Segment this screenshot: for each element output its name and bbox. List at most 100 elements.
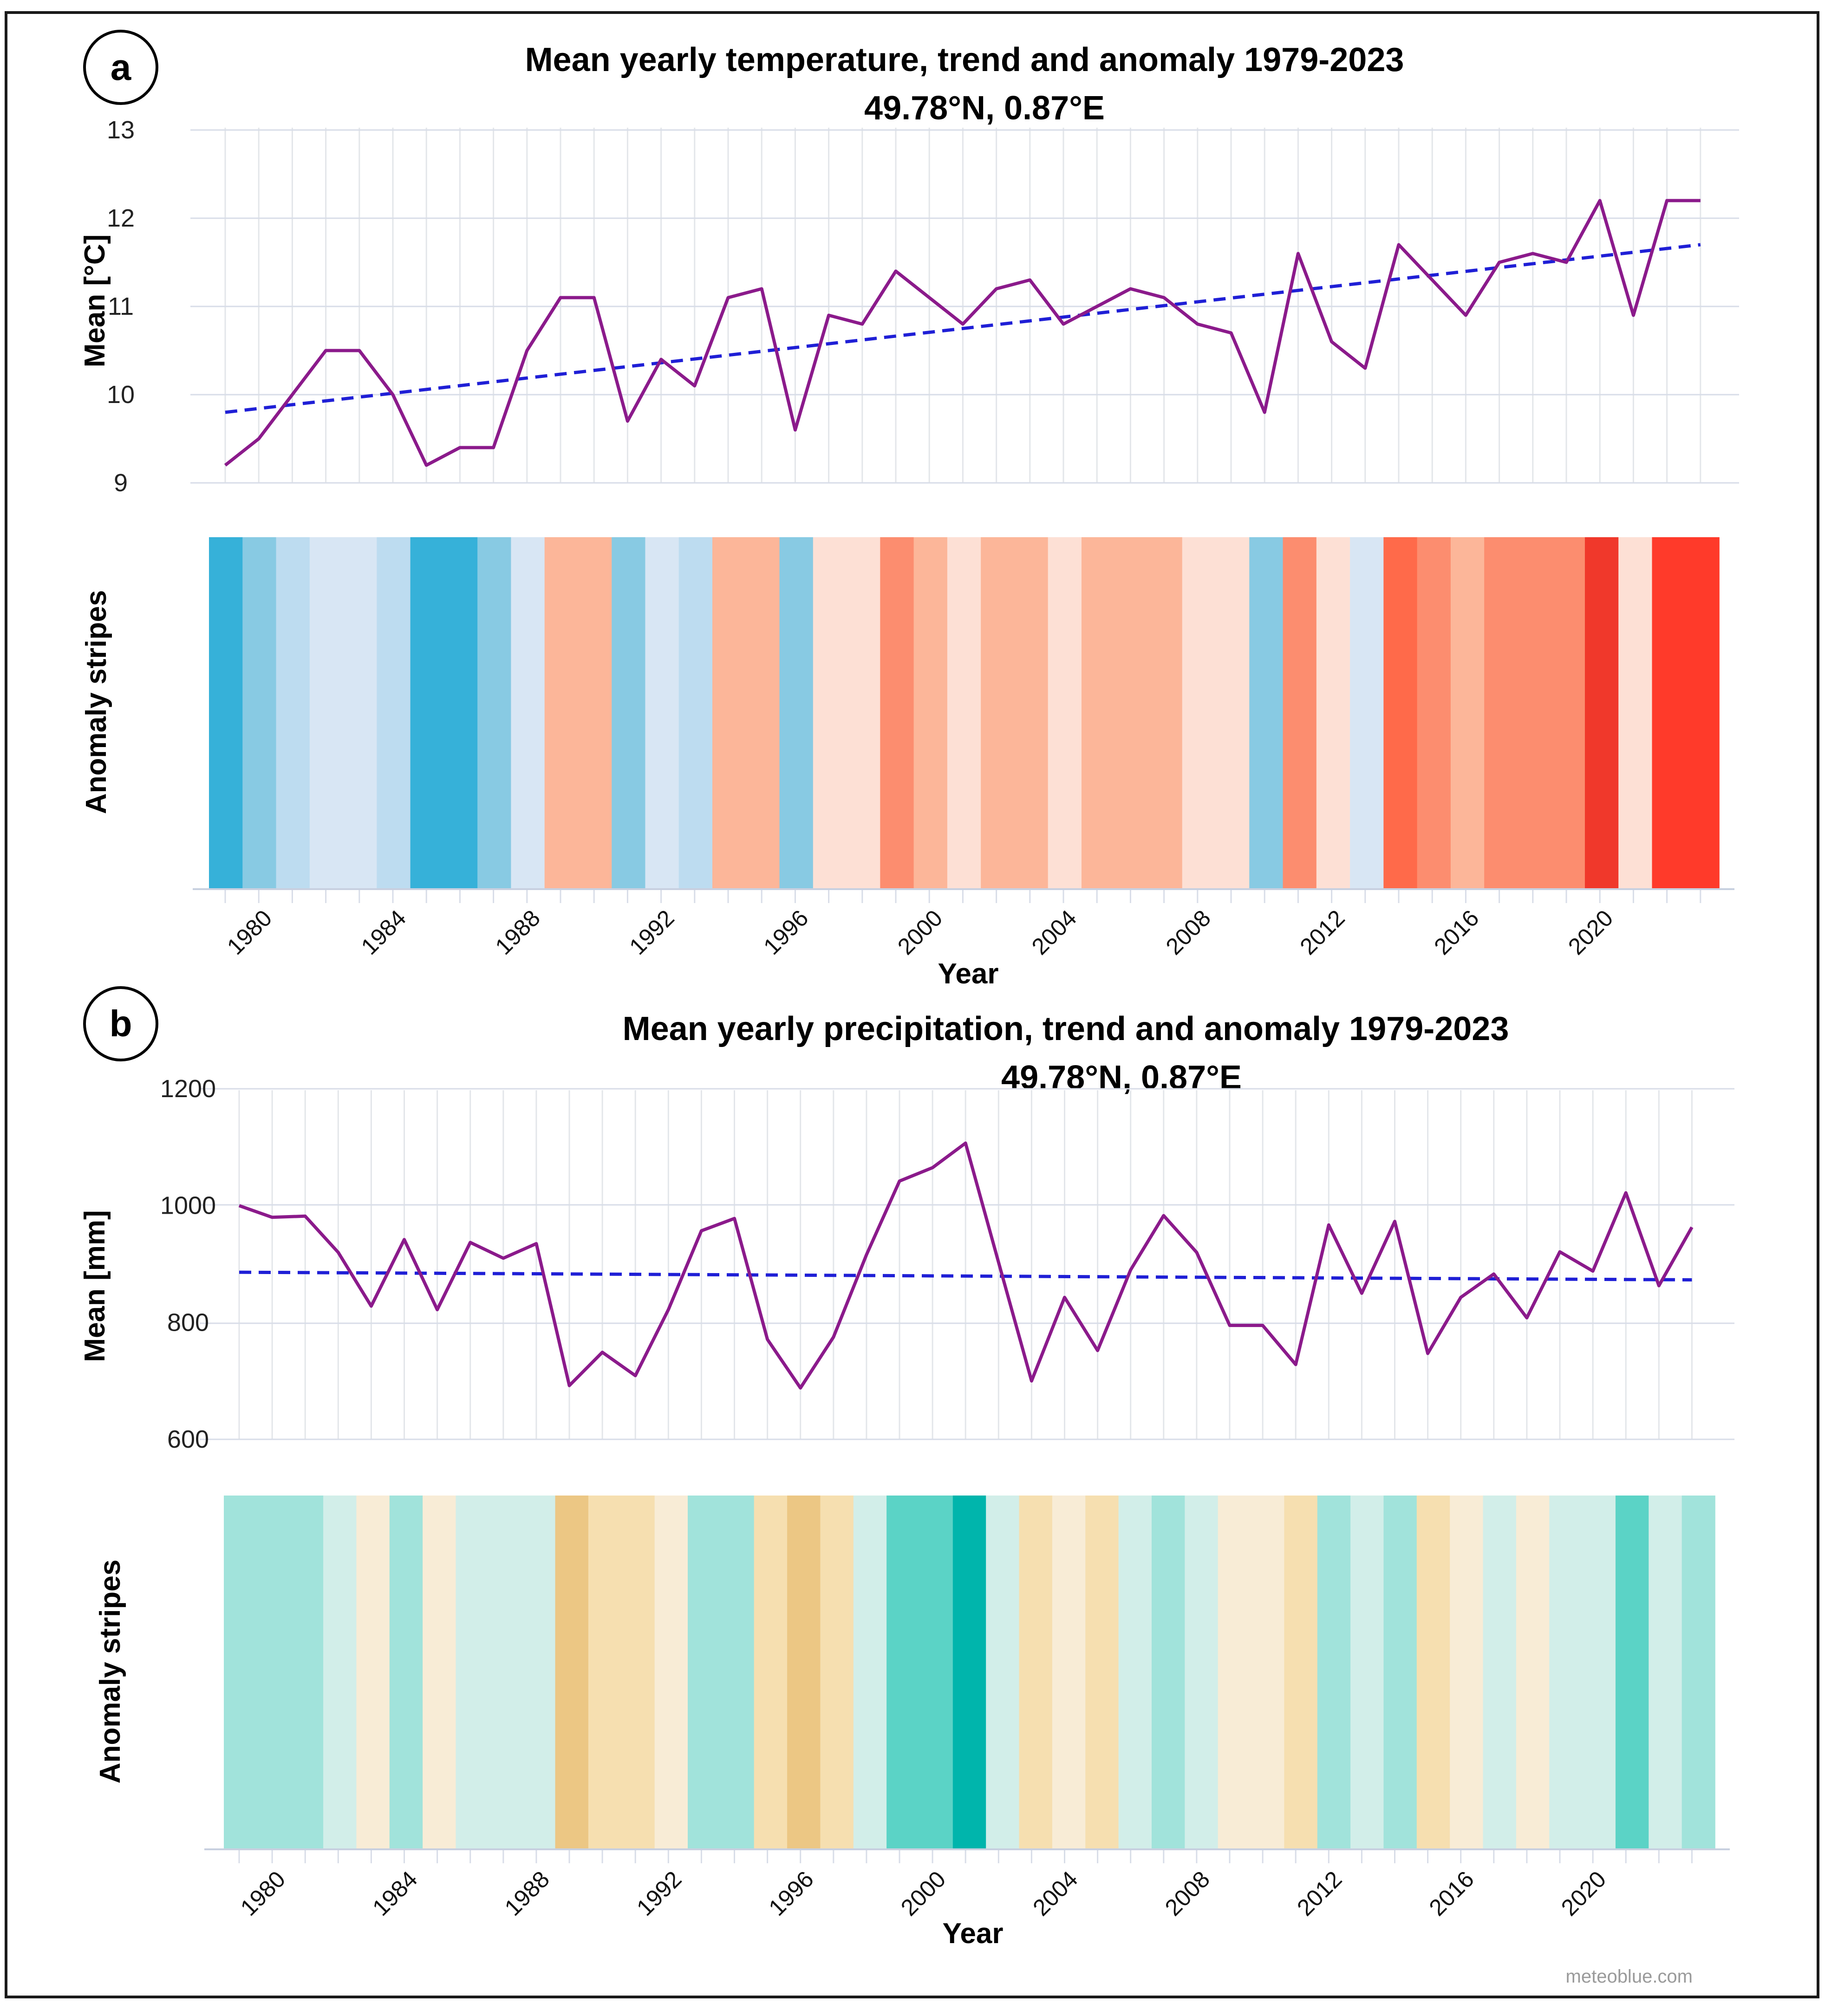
x-tick-labels: 1980 1984 1988 1992 1996 2000 2004 2008 2012 2016…: [222, 905, 1618, 960]
stripes-axis-title: Anomaly stripes: [80, 590, 112, 814]
y-tick-label: 9: [114, 469, 128, 497]
anomaly-stripe: [1417, 537, 1451, 889]
anomaly-stripe: [847, 537, 881, 889]
y-tick-labels: 9 10 11 12 13: [107, 116, 135, 497]
chart-subtitle: 49.78°N, 0.87°E: [864, 90, 1105, 127]
anomaly-stripe: [1014, 537, 1049, 889]
anomaly-stripe: [1251, 1496, 1285, 1849]
panel-label: a: [111, 46, 131, 88]
x-tick-label: 1992: [624, 905, 679, 960]
anomaly-stripe: [489, 1496, 522, 1849]
anomaly-stripe: [820, 1496, 854, 1849]
anomaly-stripe: [1283, 537, 1317, 889]
chart-title: Mean yearly precipitation, trend and ano…: [623, 1010, 1509, 1047]
anomaly-stripe: [343, 537, 378, 889]
anomaly-stripe: [880, 537, 914, 889]
x-tick-label: 1980: [222, 905, 277, 960]
anomaly-stripe: [511, 537, 545, 889]
panel-a: a Mean yearly temperature, trend and ano…: [79, 30, 1739, 990]
anomaly-stripe: [1518, 537, 1552, 889]
x-tick-label: 2008: [1161, 905, 1216, 960]
anomaly-stripes: [209, 537, 1720, 903]
x-tick-label: 1988: [490, 905, 545, 960]
mean-line: [238, 1141, 1694, 1390]
anomaly-stripe: [477, 537, 512, 889]
anomaly-stripe: [1316, 537, 1350, 889]
anomaly-stripe: [919, 1496, 953, 1849]
anomaly-stripe: [986, 1496, 1020, 1849]
x-tick-label: 2004: [1028, 1866, 1082, 1921]
vertical-gridlines: [224, 128, 1701, 483]
anomaly-stripe: [1115, 537, 1149, 889]
stripes-axis-title: Anomaly stripes: [94, 1560, 126, 1783]
x-tick-label: 1992: [632, 1866, 686, 1921]
anomaly-stripe: [1216, 537, 1250, 889]
y-tick-label: 12: [107, 204, 135, 232]
anomaly-stripe: [1185, 1496, 1219, 1849]
anomaly-stripe: [1685, 537, 1720, 889]
anomaly-stripe: [952, 1496, 986, 1849]
y-tick-label: 600: [167, 1425, 209, 1453]
anomaly-stripe: [522, 1496, 556, 1849]
anomaly-stripe: [1350, 537, 1384, 889]
anomaly-stripe: [1383, 1496, 1417, 1849]
anomaly-stripe: [1118, 1496, 1152, 1849]
anomaly-stripe: [1383, 537, 1418, 889]
anomaly-stripe: [1085, 1496, 1119, 1849]
x-tick-label: 1996: [758, 905, 813, 960]
mean-line: [224, 199, 1701, 467]
x-tick-label: 2020: [1563, 905, 1618, 960]
anomaly-stripe: [1484, 537, 1519, 889]
y-tick-label: 1200: [160, 1075, 216, 1103]
y-tick-label: 800: [167, 1308, 209, 1336]
y-tick-label: 10: [107, 381, 135, 409]
anomaly-stripe: [754, 1496, 788, 1849]
anomaly-stripe: [612, 537, 646, 889]
x-tick-label: 2000: [893, 905, 947, 960]
anomaly-stripe: [687, 1496, 722, 1849]
anomaly-stripe: [1218, 1496, 1251, 1849]
anomaly-stripe: [544, 537, 579, 889]
anomaly-stripe: [309, 537, 344, 889]
anomaly-stripe: [1048, 537, 1082, 889]
anomaly-stripe: [645, 537, 679, 889]
anomaly-stripe: [654, 1496, 688, 1849]
anomaly-stripe: [1151, 1496, 1186, 1849]
horizontal-gridlines: [200, 1088, 1734, 1440]
x-tick-label: 1984: [356, 905, 411, 960]
anomaly-stripe: [323, 1496, 357, 1849]
anomaly-stripe: [410, 537, 444, 889]
horizontal-gridlines: [190, 129, 1739, 484]
anomaly-stripe: [209, 537, 243, 889]
panel-label-circle: [83, 986, 158, 1061]
anomaly-stripe: [1350, 1496, 1384, 1849]
anomaly-stripe: [276, 537, 310, 889]
anomaly-stripe: [1284, 1496, 1318, 1849]
anomaly-stripe: [356, 1496, 390, 1849]
x-tick-label: 2004: [1027, 905, 1082, 960]
anomaly-stripe: [1615, 1496, 1649, 1849]
anomaly-stripe: [423, 1496, 456, 1849]
x-axis-title: Year: [942, 1918, 1003, 1950]
anomaly-stripe: [1618, 537, 1653, 889]
x-tick-label: 2012: [1295, 905, 1349, 960]
y-axis-title: Mean [°C]: [79, 234, 111, 368]
anomaly-stripe: [1582, 1496, 1616, 1849]
anomaly-stripe: [779, 537, 814, 889]
x-tick-labels: 1980 1984 1988 1992 1996 2000 2004 2008 2012 2016…: [235, 1866, 1611, 1921]
anomaly-stripe: [1450, 1496, 1484, 1849]
x-tick-label: 2016: [1424, 1866, 1479, 1921]
chart-title: Mean yearly temperature, trend and anoma…: [525, 41, 1404, 78]
anomaly-stripe: [1652, 537, 1686, 889]
y-tick-label: 11: [108, 293, 134, 320]
anomaly-stripe: [377, 537, 411, 889]
trend-line: [239, 1270, 1692, 1281]
x-tick-label: 2016: [1429, 905, 1484, 960]
x-axis-title: Year: [938, 958, 998, 990]
anomaly-stripe: [1249, 537, 1284, 889]
anomaly-stripe: [1516, 1496, 1550, 1849]
y-axis-title: Mean [mm]: [79, 1210, 111, 1362]
anomaly-stripe: [588, 1496, 622, 1849]
y-tick-label: 13: [107, 116, 135, 144]
anomaly-stripe: [981, 537, 1015, 889]
